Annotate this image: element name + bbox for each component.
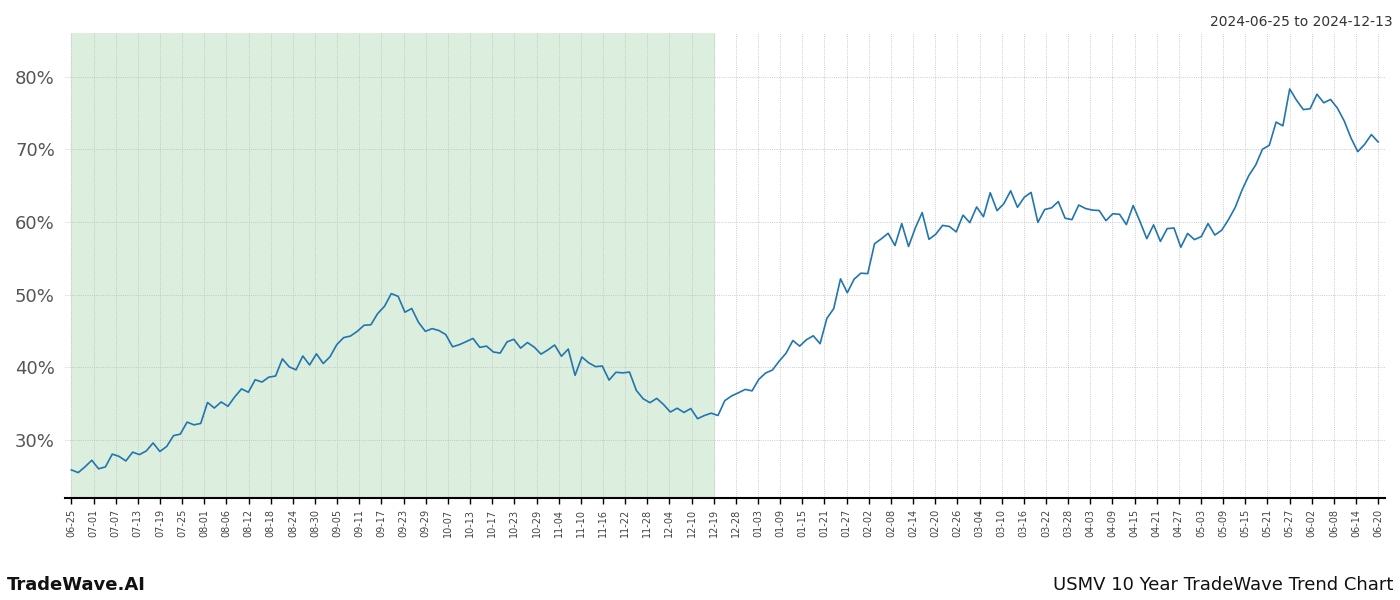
Text: 2024-06-25 to 2024-12-13: 2024-06-25 to 2024-12-13 (1211, 15, 1393, 29)
Bar (71, 33, 714, 498)
Text: USMV 10 Year TradeWave Trend Chart: USMV 10 Year TradeWave Trend Chart (1053, 576, 1393, 594)
Text: TradeWave.AI: TradeWave.AI (7, 576, 146, 594)
